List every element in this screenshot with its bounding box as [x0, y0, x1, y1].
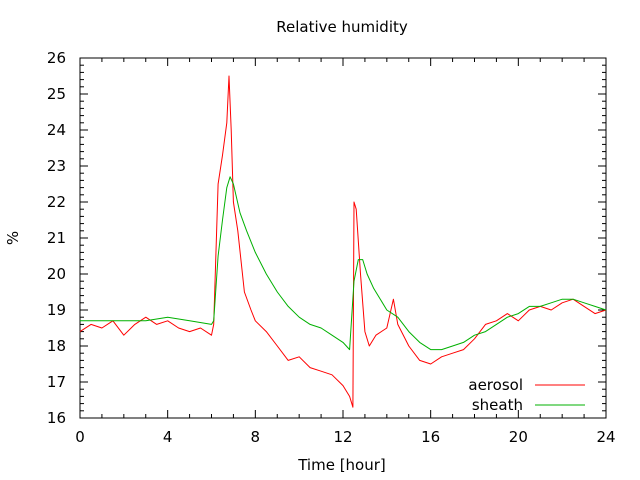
- series-lines: [79, 75, 607, 408]
- legend-label-sheath: sheath: [472, 396, 523, 414]
- y-tick-label: 21: [47, 229, 66, 247]
- x-tick-label: 20: [509, 428, 528, 446]
- series-line-aerosol: [79, 75, 607, 408]
- y-tick-label: 19: [47, 301, 66, 319]
- series-line-sheath: [80, 176, 607, 351]
- y-axis-label: %: [4, 231, 22, 245]
- y-tick-label: 23: [47, 157, 66, 175]
- legend-label-aerosol: aerosol: [468, 376, 523, 394]
- legend: aerosol sheath: [468, 376, 585, 414]
- y-tick-label: 18: [47, 337, 66, 355]
- x-tick-label: 12: [333, 428, 352, 446]
- y-tick-label: 16: [47, 409, 66, 427]
- tick-labels: 0 4 8 12 16 20 24 16 17 18 19 20 21 22 23 24 25 26: [47, 49, 616, 446]
- x-tick-label: 16: [421, 428, 440, 446]
- x-tick-label: 4: [163, 428, 173, 446]
- chart-title: Relative humidity: [276, 18, 408, 36]
- x-axis-label: Time [hour]: [297, 456, 386, 474]
- y-tick-label: 20: [47, 265, 66, 283]
- plot-frame: [79, 57, 607, 419]
- x-tick-label: 8: [251, 428, 261, 446]
- x-tick-label: 24: [596, 428, 615, 446]
- axis-ticks: [79, 57, 607, 419]
- y-tick-label: 25: [47, 85, 66, 103]
- y-tick-label: 26: [47, 49, 66, 67]
- y-tick-label: 22: [47, 193, 66, 211]
- y-tick-label: 24: [47, 121, 66, 139]
- y-tick-label: 17: [47, 373, 66, 391]
- x-tick-label: 0: [75, 428, 85, 446]
